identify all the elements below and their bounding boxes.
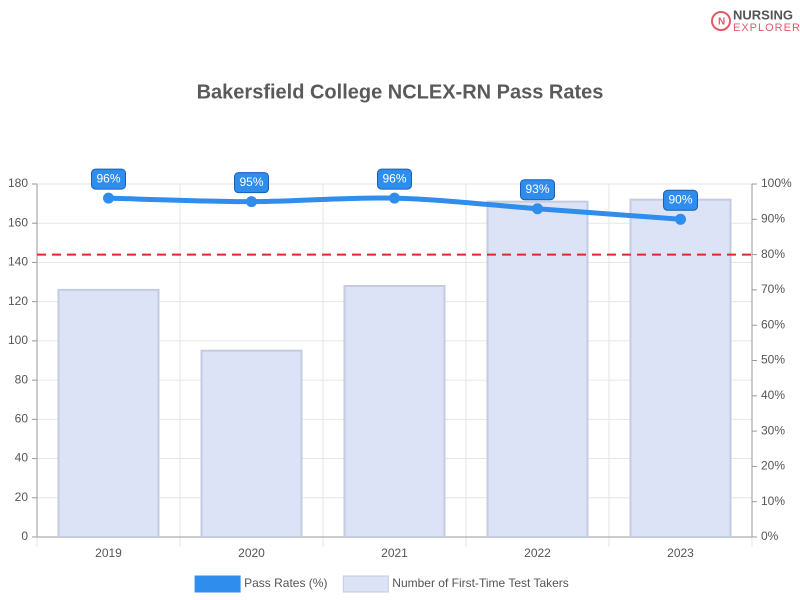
y-tick-label: 140 — [8, 255, 28, 269]
value-label: 90% — [668, 192, 692, 206]
chart-title: Bakersfield College NCLEX-RN Pass Rates — [197, 81, 604, 103]
value-label-box — [234, 172, 269, 194]
value-label: 96% — [96, 171, 120, 185]
bar — [200, 349, 303, 539]
point — [675, 213, 686, 225]
legend-swatch — [342, 575, 389, 593]
y2-tick-label: 50% — [761, 353, 785, 367]
legend-label: Number of First-Time Test Takers — [392, 576, 568, 590]
y2-tick-label: 20% — [761, 459, 785, 473]
x-tick-label: 2022 — [524, 546, 551, 560]
y2-tick-label: 70% — [761, 282, 785, 296]
y2-tick-label: 80% — [761, 247, 785, 261]
legend-swatch — [194, 575, 241, 593]
logo-mark: N — [718, 17, 725, 28]
value-label-box — [520, 179, 555, 201]
value-label-box — [663, 189, 698, 211]
logo-text: NURSING — [733, 7, 793, 22]
legend-label: Pass Rates (%) — [244, 576, 327, 590]
value-label-box — [377, 168, 412, 190]
value-label-box — [91, 168, 126, 190]
y-tick-label: 100 — [8, 333, 28, 347]
point — [103, 192, 114, 204]
x-tick-label: 2020 — [238, 546, 265, 560]
point — [389, 192, 400, 204]
logo-icon — [711, 11, 731, 31]
bar — [486, 200, 589, 538]
point — [246, 196, 257, 208]
point — [532, 203, 543, 215]
y2-tick-label: 90% — [761, 211, 785, 225]
y2-tick-label: 30% — [761, 423, 785, 437]
y-tick-label: 180 — [8, 176, 28, 190]
value-label: 96% — [382, 171, 406, 185]
value-label: 93% — [525, 182, 549, 196]
bar — [629, 198, 732, 538]
bar — [343, 284, 446, 538]
y-tick-label: 60 — [15, 412, 29, 426]
y-tick-label: 160 — [8, 215, 28, 229]
y-tick-label: 40 — [15, 451, 29, 465]
y2-tick-label: 100% — [761, 176, 792, 190]
y-tick-label: 0 — [21, 529, 28, 543]
y2-tick-label: 10% — [761, 494, 785, 508]
y2-tick-label: 0% — [761, 529, 779, 543]
logo-text: EXPLORER — [733, 22, 800, 34]
y2-tick-label: 40% — [761, 388, 785, 402]
x-tick-label: 2019 — [95, 546, 122, 560]
y2-tick-label: 60% — [761, 317, 785, 331]
x-tick-label: 2023 — [667, 546, 694, 560]
value-label: 95% — [239, 175, 263, 189]
y-tick-label: 20 — [15, 490, 29, 504]
x-tick-label: 2021 — [381, 546, 408, 560]
y-tick-label: 80 — [15, 372, 29, 386]
bar — [57, 288, 160, 538]
y-tick-label: 120 — [8, 294, 28, 308]
